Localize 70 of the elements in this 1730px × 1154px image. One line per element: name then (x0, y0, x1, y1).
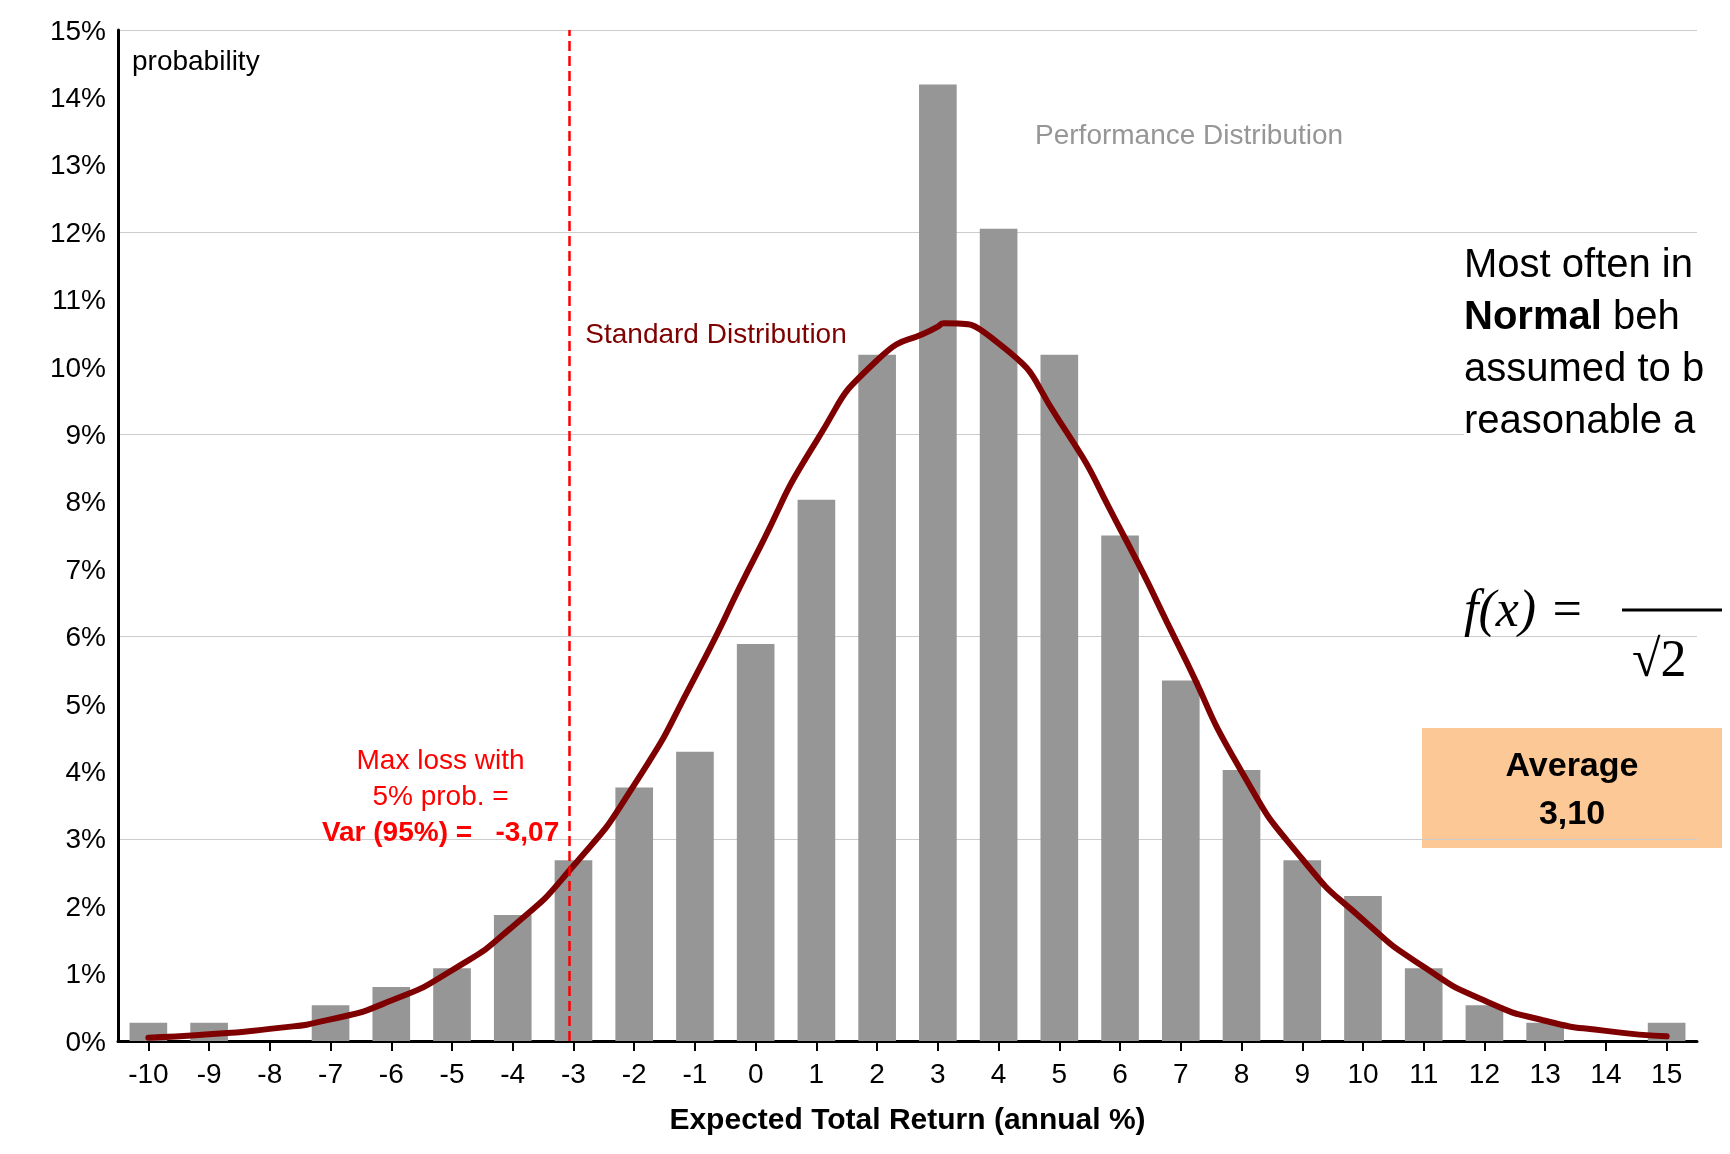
y-tick-label: 13% (49, 149, 106, 181)
x-axis-title: Expected Total Return (annual %) (669, 1101, 1146, 1135)
bar (1526, 1022, 1564, 1041)
y-tick-label: 0% (65, 1025, 106, 1057)
x-tick-label: 5 (1051, 1057, 1068, 1089)
y-axis-title: probability (132, 44, 260, 76)
bar (1344, 896, 1382, 1041)
bar (676, 751, 714, 1041)
x-tick-label: -1 (682, 1057, 708, 1089)
y-tick-label: 7% (65, 553, 106, 585)
x-tick-label: -4 (500, 1057, 526, 1089)
bar (1283, 860, 1322, 1041)
x-tick-label: 14 (1590, 1057, 1622, 1089)
x-tick-label: 2 (869, 1057, 885, 1089)
bar (615, 787, 654, 1041)
bar (433, 968, 471, 1041)
x-tick-label: 0 (747, 1057, 764, 1089)
x-tick-label: 7 (1173, 1057, 1189, 1089)
bar (979, 228, 1018, 1041)
x-tick-label: -6 (378, 1057, 404, 1089)
y-tick-label: 5% (65, 688, 106, 720)
annotation: Most often in Normal beh assumed to b reasonable a (1464, 241, 1705, 441)
x-tick-label: -7 (318, 1057, 344, 1089)
bar (858, 354, 896, 1041)
x-tick-label: 10 (1347, 1057, 1379, 1089)
y-tick-label: 3% (65, 823, 106, 855)
x-tick-label: 15 (1651, 1057, 1683, 1089)
y-tick-label: 1% (65, 958, 106, 990)
y-tick-label: 9% (65, 418, 106, 450)
x-tick-label: 6 (1112, 1057, 1128, 1089)
x-tick-label: 12 (1468, 1057, 1501, 1089)
ref-line-label: Max loss with 5% prob. = Var (95%) = -3,07 (321, 743, 560, 847)
y-tick-label: 2% (65, 890, 106, 922)
bar (736, 644, 775, 1041)
y-tick-label: 14% (49, 81, 106, 113)
bar (1465, 1005, 1504, 1041)
bar (554, 860, 593, 1041)
y-tick-label: 8% (65, 486, 106, 518)
y-tick-label: 15% (49, 14, 106, 46)
y-tick-label: 12% (49, 216, 106, 248)
bar (1161, 680, 1200, 1041)
x-tick-label: -3 (561, 1057, 586, 1089)
x-tick-label: -5 (439, 1057, 465, 1089)
x-tick-label: 3 (930, 1057, 946, 1089)
series-label: Standard Distribution (585, 317, 847, 349)
x-tick-label: -8 (257, 1057, 283, 1089)
bar (797, 499, 836, 1041)
y-tick-label: 6% (65, 621, 106, 653)
x-tick-label: 1 (808, 1057, 825, 1089)
bar (1222, 770, 1261, 1041)
bar (1101, 535, 1139, 1041)
bar (919, 84, 957, 1041)
x-tick-label: 11 (1409, 1057, 1439, 1089)
x-tick-label: 4 (990, 1057, 1007, 1089)
x-tick-label: -2 (621, 1057, 647, 1089)
annotation: f(x) = (1464, 579, 1585, 638)
y-tick-label: 10% (49, 351, 106, 383)
annotation: √2 (1632, 629, 1687, 687)
bar (1404, 968, 1443, 1041)
text: Performance Distribution (1035, 119, 1344, 151)
bar (493, 914, 532, 1041)
x-tick-label: 8 (1233, 1057, 1250, 1089)
y-tick-label: 11% (52, 284, 106, 316)
annotation: Average 3,10 (1505, 745, 1639, 831)
x-tick-label: 9 (1294, 1057, 1311, 1089)
x-tick-label: -9 (196, 1057, 222, 1089)
x-tick-label: 13 (1529, 1057, 1561, 1089)
x-tick-label: -10 (128, 1057, 169, 1089)
bar (1040, 354, 1079, 1041)
y-tick-label: 4% (65, 755, 106, 787)
